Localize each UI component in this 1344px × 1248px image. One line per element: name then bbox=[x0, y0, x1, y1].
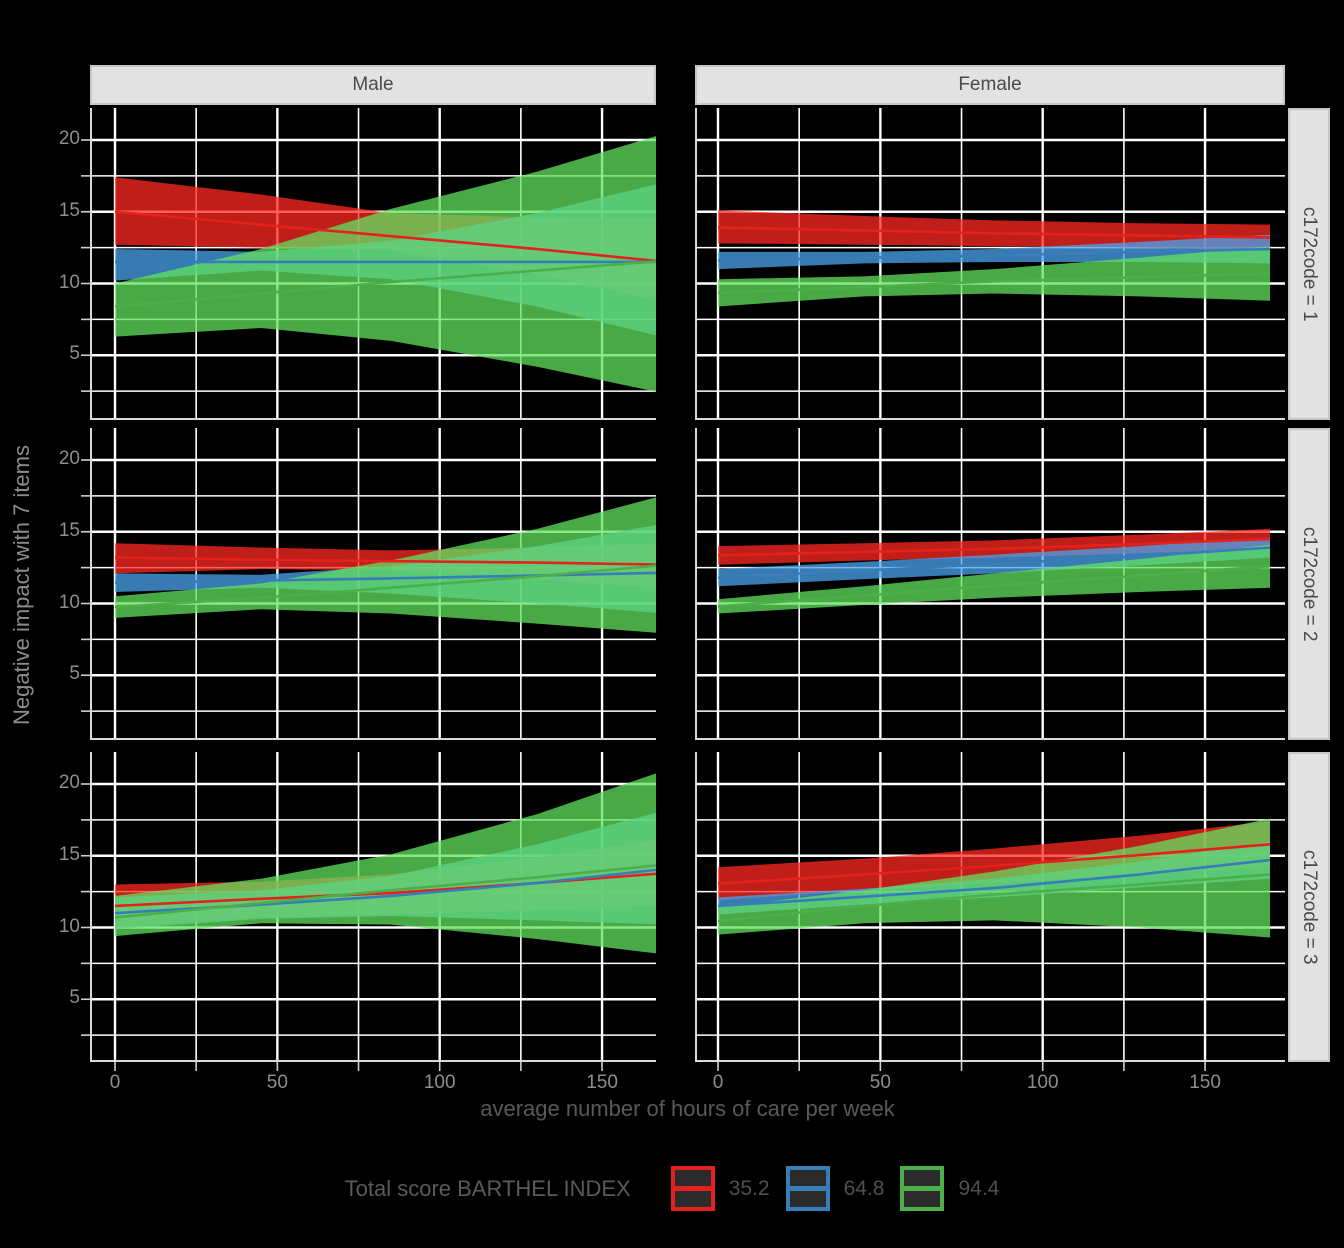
trend-line-35.2 bbox=[717, 537, 1271, 557]
y-tick-label-20: 20 bbox=[58, 128, 80, 149]
ribbon-94.4 bbox=[115, 136, 656, 392]
x-tick-label-150: 150 bbox=[586, 1072, 618, 1093]
facet-strip-c172code-1-label: c172code = 1 bbox=[1299, 206, 1320, 322]
y-tick-label-15: 15 bbox=[58, 199, 80, 221]
panel-male-row3 bbox=[90, 752, 656, 1062]
ribbon-35.2 bbox=[718, 821, 1270, 901]
y-tick-label-10: 10 bbox=[58, 591, 80, 613]
trend-line-35.2 bbox=[717, 842, 1271, 886]
trend-line-94.4 bbox=[717, 272, 1271, 295]
y-tick-label-20: 20 bbox=[58, 448, 80, 469]
x-tick-label-0: 0 bbox=[712, 1072, 724, 1093]
facet-strip-male: Male bbox=[90, 65, 656, 105]
trend-line-94.4 bbox=[114, 260, 656, 308]
trend-line-64.8 bbox=[114, 571, 656, 584]
legend-item-35.2: 35.2 bbox=[670, 1166, 770, 1211]
y-axis-ticks-row1 bbox=[81, 139, 90, 392]
legend: Total score BARTHEL INDEX 35.2 64.8 94.4 bbox=[0, 1166, 1344, 1211]
y-tick-label-20: 20 bbox=[58, 772, 80, 793]
y-tick-label-5: 5 bbox=[69, 343, 80, 365]
trend-line-64.8 bbox=[717, 858, 1271, 908]
facet-strip-c172code-2: c172code = 2 bbox=[1288, 428, 1330, 740]
legend-title: Total score BARTHEL INDEX bbox=[344, 1175, 631, 1201]
legend-key-94.4 bbox=[900, 1166, 945, 1211]
x-tick-label-50: 50 bbox=[869, 1072, 891, 1093]
ribbon-35.2 bbox=[718, 210, 1270, 251]
ribbon-35.2 bbox=[718, 528, 1270, 565]
facet-strip-c172code-3-label: c172code = 3 bbox=[1299, 849, 1320, 965]
legend-key-line bbox=[789, 1185, 826, 1191]
trend-line-94.4 bbox=[717, 564, 1271, 608]
trend-line-35.2 bbox=[717, 226, 1271, 239]
y-tick-label-15: 15 bbox=[58, 843, 80, 865]
x-axis-title: average number of hours of care per week bbox=[480, 1096, 895, 1121]
legend-key-35.2 bbox=[670, 1166, 715, 1211]
legend-item-64.8: 64.8 bbox=[785, 1166, 885, 1211]
panel-male-row2 bbox=[90, 428, 656, 740]
facet-strip-c172code-1: c172code = 1 bbox=[1288, 108, 1330, 420]
x-tick-label-100: 100 bbox=[423, 1072, 456, 1093]
ribbon-94.4 bbox=[115, 773, 656, 954]
trend-line-35.2 bbox=[114, 872, 656, 908]
facet-strip-c172code-2-label: c172code = 2 bbox=[1299, 526, 1320, 642]
panel-female-row1 bbox=[695, 108, 1285, 420]
panel-female-row2 bbox=[695, 428, 1285, 740]
legend-item-94.4: 94.4 bbox=[900, 1166, 999, 1211]
legend-label-94.4: 94.4 bbox=[958, 1176, 1000, 1200]
trend-line-94.4 bbox=[717, 873, 1271, 923]
x-tick-label-50: 50 bbox=[266, 1072, 288, 1093]
x-tick-label-150: 150 bbox=[1189, 1072, 1221, 1093]
facet-strip-c172code-3: c172code = 3 bbox=[1288, 752, 1330, 1062]
facet-strip-female: Female bbox=[695, 65, 1285, 105]
legend-key-64.8 bbox=[785, 1166, 830, 1211]
trend-line-35.2 bbox=[114, 556, 656, 566]
trend-line-35.2 bbox=[114, 210, 656, 263]
trend-line-94.4 bbox=[114, 864, 656, 919]
legend-items: 35.2 64.8 94.4 bbox=[655, 1166, 999, 1211]
y-axis-ticks-row3 bbox=[81, 783, 90, 1036]
panel-male-row1 bbox=[90, 108, 656, 420]
y-tick-label-10: 10 bbox=[58, 271, 80, 293]
ribbon-94.4 bbox=[718, 246, 1270, 307]
trend-line-64.8 bbox=[717, 247, 1271, 262]
ribbon-64.8 bbox=[718, 537, 1270, 587]
trend-line-94.4 bbox=[114, 564, 656, 609]
x-axis-ticks-female bbox=[717, 1062, 1206, 1071]
x-tick-label-100: 100 bbox=[1026, 1072, 1059, 1093]
trend-line-64.8 bbox=[717, 546, 1271, 579]
y-tick-label-5: 5 bbox=[69, 987, 80, 1009]
y-tick-label-10: 10 bbox=[58, 915, 80, 937]
y-tick-label-15: 15 bbox=[58, 519, 80, 541]
y-tick-label-5: 5 bbox=[69, 663, 80, 685]
panel-female-row3 bbox=[695, 752, 1285, 1062]
x-tick-label-0: 0 bbox=[109, 1072, 121, 1093]
x-axis-ticks-male bbox=[114, 1062, 603, 1071]
legend-key-line bbox=[904, 1185, 941, 1191]
legend-label-35.2: 35.2 bbox=[728, 1176, 770, 1200]
y-axis-ticks-row2 bbox=[81, 459, 90, 712]
facet-strip-female-label: Female bbox=[958, 74, 1022, 95]
legend-key-line bbox=[674, 1185, 711, 1191]
facet-strip-male-label: Male bbox=[352, 74, 394, 95]
legend-label-64.8: 64.8 bbox=[843, 1176, 885, 1200]
